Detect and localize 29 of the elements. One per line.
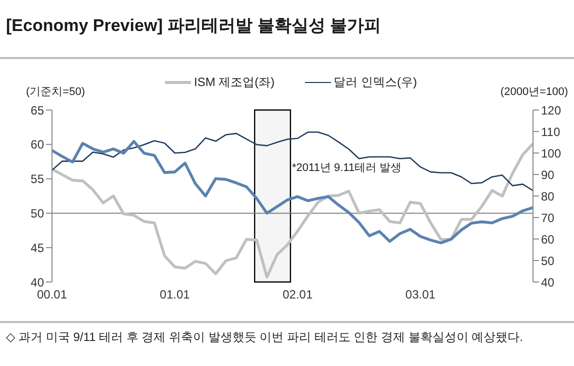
y2-tick-label: 70 xyxy=(541,210,555,225)
y2-tick-label: 50 xyxy=(541,254,555,268)
y-tick-label: 60 xyxy=(30,138,44,152)
chart-title: [Economy Preview] 파리테러발 불확실성 불가피 xyxy=(6,15,381,37)
line-series xyxy=(52,142,533,279)
y2-tick-label: 110 xyxy=(541,124,560,139)
y-tick-label: 50 xyxy=(30,206,44,220)
x-tick-label: 01.01 xyxy=(160,288,190,302)
y2-tick-label: 100 xyxy=(541,146,562,160)
line-series xyxy=(52,140,533,244)
y-tick-label: 55 xyxy=(30,172,44,186)
y2-tick-label: 120 xyxy=(541,103,562,118)
y-tick-label: 65 xyxy=(30,103,44,118)
y2-tick-label: 90 xyxy=(541,168,555,182)
y-axis-title: (기준치=50) xyxy=(26,85,85,99)
y-tick-label: 45 xyxy=(30,240,44,255)
y2-tick-label: 40 xyxy=(541,275,555,290)
x-tick-label: 00.01 xyxy=(36,288,68,302)
text: ◇ 과거 미국 9/11 테러 후 경제 위축이 발생했듯 이번 파리 테러도 인한 경제 불확실성이 예상됐다. xyxy=(6,329,524,346)
x-tick-label: 02.01 xyxy=(282,288,313,302)
line-series xyxy=(52,131,533,192)
legend-label: ISM 제조업(좌) xyxy=(194,74,275,91)
y-tick-label: 40 xyxy=(30,275,44,290)
y2-tick-label: 80 xyxy=(541,189,555,204)
y2-tick-label: 60 xyxy=(541,232,555,246)
x-tick-label: 03.01 xyxy=(405,288,436,302)
legend-label: 달러 인덱스(우) xyxy=(334,74,417,91)
y2-axis-title: (2000년=100) xyxy=(500,85,568,99)
annotation: *2011년 9.11테러 발생 xyxy=(292,161,402,175)
